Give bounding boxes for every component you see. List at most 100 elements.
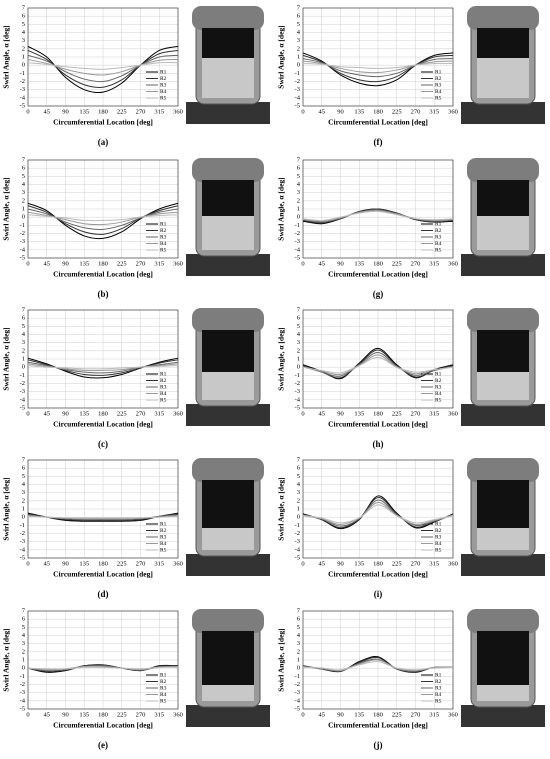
- image-cap: [467, 158, 539, 182]
- y-tick-label: -3: [295, 238, 300, 245]
- x-axis-label: Circumferential Location [deg]: [53, 570, 153, 579]
- legend-label: R1: [160, 521, 167, 527]
- x-tick-label: 360: [448, 260, 458, 267]
- y-tick-label: -1: [295, 372, 300, 379]
- plot-frame: [302, 159, 454, 259]
- caption: (f): [374, 137, 383, 147]
- x-tick-label: 225: [392, 560, 402, 567]
- legend-label: R3: [435, 234, 442, 240]
- x-tick-label: 270: [411, 711, 421, 718]
- y-tick-label: -5: [295, 254, 300, 261]
- y-tick-label: 5: [297, 624, 300, 631]
- x-tick-label: 90: [337, 711, 344, 718]
- x-tick-label: 225: [392, 410, 402, 417]
- legend-label: R2: [435, 228, 442, 234]
- y-tick-label: 6: [297, 165, 301, 172]
- x-tick-label: 135: [79, 711, 89, 718]
- x-tick-label: 0: [301, 560, 304, 567]
- y-tick-label: 6: [297, 616, 301, 623]
- series-line: [302, 504, 454, 524]
- caption: (a): [98, 137, 109, 147]
- y-tick-label: -5: [20, 102, 25, 109]
- y-tick-label: 6: [297, 315, 301, 322]
- y-tick-label: -5: [20, 705, 25, 712]
- plot-frame: [27, 309, 179, 409]
- image-window: [477, 480, 529, 528]
- legend-label: R4: [435, 541, 442, 547]
- y-tick-label: 5: [297, 173, 300, 180]
- x-axis-label: Circumferential Location [deg]: [53, 118, 153, 127]
- y-tick-label: -4: [295, 396, 301, 403]
- y-tick-label: -5: [295, 102, 300, 109]
- legend-label: R3: [160, 534, 167, 540]
- legend-label: R4: [435, 241, 442, 247]
- simulation-image: [186, 6, 270, 124]
- y-tick-label: -3: [295, 538, 300, 545]
- image-cap: [192, 158, 264, 182]
- x-tick-label: 135: [79, 260, 89, 267]
- y-tick-label: 0: [297, 514, 300, 521]
- x-tick-label: 270: [136, 711, 146, 718]
- image-window: [477, 28, 529, 58]
- x-tick-label: 360: [448, 560, 458, 567]
- y-tick-label: -3: [20, 538, 25, 545]
- caption: (e): [98, 740, 108, 750]
- x-tick-label: 180: [373, 711, 383, 718]
- x-tick-label: 90: [62, 108, 69, 115]
- x-axis-label: Circumferential Location [deg]: [328, 721, 428, 730]
- image-liquid: [477, 58, 529, 98]
- image-base: [461, 254, 545, 276]
- x-tick-label: 0: [301, 260, 304, 267]
- legend-label: R3: [160, 82, 167, 88]
- legend-label: R1: [435, 69, 442, 75]
- x-tick-label: 360: [448, 108, 458, 115]
- y-tick-label: 1: [22, 505, 25, 512]
- x-tick-label: 360: [173, 711, 183, 718]
- x-tick-label: 135: [354, 108, 364, 115]
- x-tick-label: 90: [337, 410, 344, 417]
- y-tick-label: 5: [297, 473, 300, 480]
- y-tick-label: -2: [20, 681, 25, 688]
- legend-label: R2: [435, 679, 442, 685]
- image-window: [202, 180, 254, 216]
- y-tick-label: 2: [22, 497, 25, 504]
- legend-label: R2: [435, 528, 442, 534]
- legend-label: R3: [160, 685, 167, 691]
- image-cap: [467, 609, 539, 633]
- image-liquid: [477, 216, 529, 250]
- y-tick-label: -3: [295, 86, 300, 93]
- y-tick-label: 1: [297, 656, 300, 663]
- legend-label: R3: [435, 685, 442, 691]
- y-tick-label: 4: [22, 331, 26, 338]
- y-axis-label: Swirl Angle, α [deg]: [2, 25, 11, 88]
- x-tick-label: 315: [154, 260, 164, 267]
- legend-label: R1: [435, 672, 442, 678]
- x-tick-label: 270: [411, 108, 421, 115]
- legend-label: R1: [160, 69, 167, 75]
- x-tick-label: 45: [44, 560, 51, 567]
- x-tick-label: 225: [392, 711, 402, 718]
- y-tick-label: -5: [20, 554, 25, 561]
- caption: (d): [98, 589, 109, 599]
- x-tick-label: 0: [26, 711, 29, 718]
- simulation-image: [186, 308, 270, 426]
- x-tick-label: 0: [301, 108, 304, 115]
- y-tick-label: 5: [22, 624, 25, 631]
- y-tick-label: -2: [295, 78, 300, 85]
- y-tick-label: 7: [297, 156, 301, 163]
- y-tick-label: 4: [22, 181, 26, 188]
- y-tick-label: 4: [297, 632, 301, 639]
- y-axis-label: Swirl Angle, α [deg]: [2, 327, 11, 390]
- y-tick-label: -3: [20, 388, 25, 395]
- legend-label: R1: [435, 221, 442, 227]
- plot-frame: [27, 459, 179, 559]
- y-axis-label: Swirl Angle, α [deg]: [277, 628, 286, 691]
- y-tick-label: 3: [22, 640, 25, 647]
- x-tick-label: 0: [26, 260, 29, 267]
- image-liquid: [477, 685, 529, 701]
- x-axis-label: Circumferential Location [deg]: [53, 721, 153, 730]
- legend-label: R2: [435, 76, 442, 82]
- y-tick-label: -4: [295, 94, 301, 101]
- legend-label: R4: [435, 391, 442, 397]
- y-tick-label: 2: [22, 45, 25, 52]
